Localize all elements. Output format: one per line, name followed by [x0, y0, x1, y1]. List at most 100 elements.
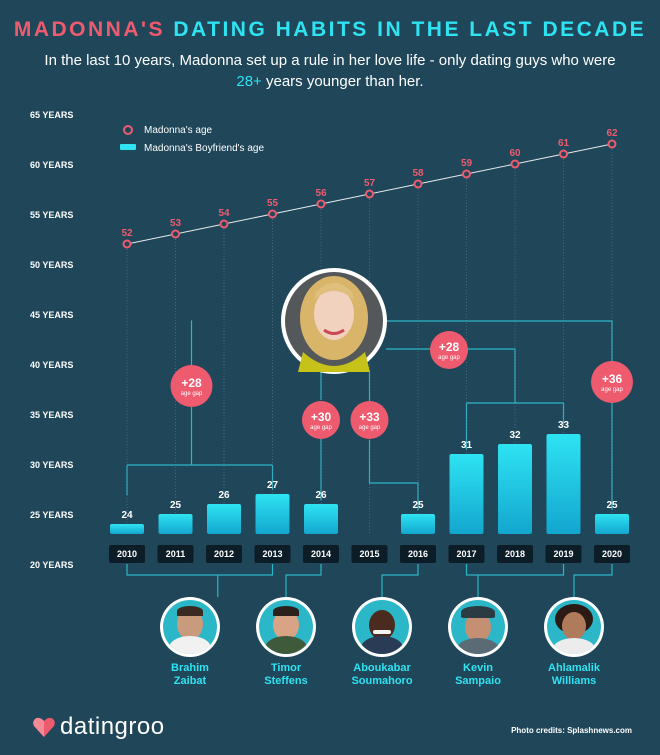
boyfriend-age-label: 26 [218, 490, 230, 501]
madonna-age-point [316, 199, 326, 209]
year-label: 2017 [456, 549, 476, 559]
madonna-age-point [268, 209, 277, 219]
madonna-age-point [171, 229, 180, 239]
year-label-bg [545, 545, 582, 563]
boyfriend-photo-timor [256, 597, 316, 657]
year-label: 2015 [359, 549, 379, 559]
madonna-age-point [462, 169, 471, 179]
connector-line [465, 564, 565, 576]
boyfriend-age-label: 25 [412, 500, 424, 511]
age-gap-caption: age gap [359, 425, 381, 431]
connector-line [126, 564, 274, 576]
connector-line [573, 564, 613, 597]
year-label-bg [351, 545, 388, 563]
year-label-bg [157, 545, 194, 563]
boyfriend-last-name: Williams [551, 675, 597, 687]
boyfriend-age-bar [498, 444, 532, 534]
year-label-bg [206, 545, 242, 563]
boyfriend-age-bar [158, 514, 193, 534]
age-gap-value: +30 [311, 410, 332, 424]
madonna-age-label: 55 [267, 198, 279, 209]
boyfriend-last-name: Zaibat [173, 675, 207, 687]
madonna-age-label: 61 [558, 138, 570, 149]
boyfriend-age-bar [304, 504, 338, 534]
legend-boyfriend-label: Madonna's Boyfriend's age [144, 143, 264, 154]
madonna-age-label: 57 [364, 178, 376, 189]
boyfriend-name-aboukabar: Aboukabar Soumahoro [327, 662, 437, 688]
title-rest: DATING HABITS IN THE LAST DECADE [173, 18, 647, 41]
datingroo-logo[interactable]: datingroo [32, 713, 165, 741]
connector-line [383, 320, 613, 362]
boyfriend-age-bar [595, 514, 629, 534]
boyfriend-age-bar [449, 454, 484, 534]
boyfriend-first-name: Brahim [171, 662, 209, 674]
year-label-bg [109, 545, 145, 563]
connector-line [190, 320, 193, 370]
photo-credits: Photo credits: Splashnews.com [511, 726, 632, 735]
madonna-age-label: 53 [170, 218, 182, 229]
madonna-age-label: 60 [509, 148, 521, 159]
boyfriend-name-kevin: Kevin Sampaio [423, 662, 533, 688]
boyfriend-age-bar [207, 504, 241, 534]
madonna-age-label: 62 [606, 128, 618, 139]
boyfriend-age-label: 33 [558, 420, 570, 431]
connector-line [285, 564, 322, 597]
boyfriend-last-name: Sampaio [455, 675, 501, 687]
age-gap-caption: age gap [601, 387, 623, 393]
madonna-age-label: 52 [121, 228, 133, 239]
x-axis-labels: 2010 2011 2012 2013 2014 2015 2016 2017 2018 2019… [109, 545, 630, 563]
madonna-age-point [365, 189, 374, 199]
age-gap-caption: age gap [181, 391, 203, 397]
boyfriend-name-brahim: Brahim Zaibat [135, 662, 245, 688]
year-label: 2011 [166, 549, 186, 559]
heart-logo-icon [33, 717, 55, 737]
year-label: 2018 [505, 549, 525, 559]
boyfriend-age-label: 32 [509, 430, 521, 441]
boyfriend-name-timor: Timor Steffens [231, 662, 341, 688]
boyfriend-age-label: 25 [606, 500, 618, 511]
year-label-bg [448, 545, 485, 563]
subtitle-line2: years younger than her. [261, 73, 424, 90]
boyfriend-photo-brahim [160, 597, 220, 657]
madonna-age-label: 58 [412, 168, 424, 179]
boyfriend-age-bar [255, 494, 290, 534]
boyfriend-age-label: 24 [121, 510, 133, 521]
year-label: 2013 [262, 549, 282, 559]
y-tick-label: 50 YEARS [30, 260, 74, 270]
year-label: 2019 [553, 549, 573, 559]
boyfriend-photo-aboukabar [352, 597, 412, 657]
year-label: 2010 [117, 549, 137, 559]
boyfriend-age-series: 24 25 26 27 26 25 31 32 33 25 [110, 420, 629, 534]
connector-line [368, 440, 419, 510]
boyfriend-age-label: 25 [170, 500, 182, 511]
age-gap-caption: age gap [438, 355, 460, 361]
legend-madonna-marker [123, 125, 133, 135]
boyfriend-age-label: 26 [315, 490, 327, 501]
age-gap-value: +28 [439, 340, 460, 354]
boyfriend-name-ahlamalik: Ahlamalik Williams [519, 662, 629, 688]
chart-legend: Madonna's age Madonna's Boyfriend's age [120, 125, 264, 154]
year-label-bg [497, 545, 533, 563]
madonna-age-label: 54 [218, 208, 230, 219]
boyfriend-first-name: Timor [270, 662, 302, 674]
boyfriend-age-bar [401, 514, 435, 534]
y-tick-label: 35 YEARS [30, 410, 74, 420]
y-tick-label: 20 YEARS [30, 560, 74, 570]
subtitle-line1: In the last 10 years, Madonna set up a r… [44, 52, 616, 69]
y-tick-label: 60 YEARS [30, 160, 74, 170]
boyfriend-first-name: Kevin [463, 662, 493, 674]
age-gap-caption: age gap [310, 425, 332, 431]
y-tick-label: 40 YEARS [30, 360, 74, 370]
boyfriend-first-name: Aboukabar [353, 662, 411, 674]
y-tick-label: 55 YEARS [30, 210, 74, 220]
boyfriend-age-label: 27 [267, 480, 279, 491]
boyfriend-photo-kevin [448, 597, 508, 657]
y-tick-label: 45 YEARS [30, 310, 74, 320]
y-tick-label: 25 YEARS [30, 510, 74, 520]
y-tick-label: 30 YEARS [30, 460, 74, 470]
boyfriend-first-name: Ahlamalik [548, 662, 600, 674]
age-gap-badge [430, 331, 468, 369]
subtitle: In the last 10 years, Madonna set up a r… [30, 50, 630, 92]
